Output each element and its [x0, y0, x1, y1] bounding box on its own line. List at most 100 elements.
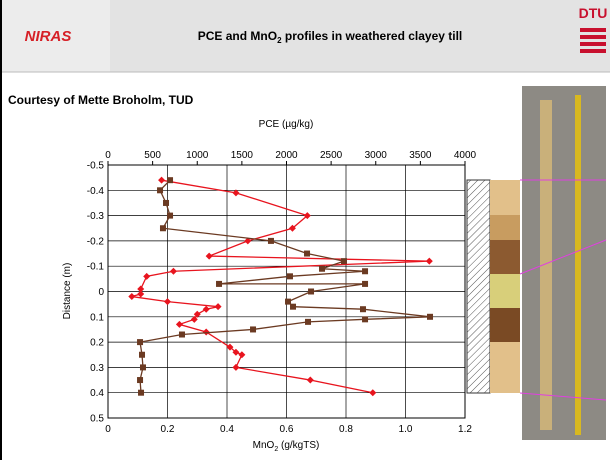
title-sub: 2	[277, 36, 282, 45]
point	[139, 364, 146, 371]
point	[190, 315, 198, 323]
point	[290, 303, 297, 310]
point	[138, 389, 145, 396]
point	[143, 272, 151, 280]
point	[137, 339, 144, 346]
x-label-part: (g/kgTS)	[278, 440, 319, 451]
title-part: PCE and MnO	[198, 29, 277, 43]
point	[216, 280, 223, 287]
point	[202, 328, 210, 336]
point	[232, 363, 240, 371]
x-tick-label: 0.4	[220, 424, 234, 435]
point	[139, 351, 146, 358]
point	[319, 265, 326, 272]
point	[137, 285, 145, 293]
x2-tick-label: 3500	[409, 150, 432, 161]
core-photo	[522, 86, 606, 440]
point	[362, 280, 369, 287]
point	[232, 348, 240, 356]
point	[305, 318, 312, 325]
point	[202, 305, 210, 313]
y-tick-label: 0.1	[90, 312, 104, 323]
y-tick-label: 0.2	[90, 338, 104, 349]
point	[362, 268, 369, 275]
point	[340, 258, 347, 265]
x-label-sub: 2	[274, 446, 278, 453]
point	[362, 316, 369, 323]
x-axis-label: MnO2 (g/kgTS)	[253, 440, 320, 453]
point	[167, 212, 174, 219]
link-line	[519, 239, 607, 275]
point	[369, 389, 377, 397]
point	[137, 377, 144, 384]
point	[238, 351, 246, 359]
point	[232, 189, 240, 197]
point	[157, 187, 164, 194]
x2-tick-label: 0	[105, 150, 111, 161]
x2-tick-label: 2500	[320, 150, 343, 161]
y-tick-label: 0.3	[90, 363, 104, 374]
point	[159, 225, 166, 232]
point	[193, 310, 201, 318]
y-tick-label: -0.1	[87, 262, 105, 273]
point	[306, 376, 314, 384]
point	[205, 252, 213, 260]
point	[163, 199, 170, 206]
core-photo-detail	[540, 100, 552, 430]
x2-tick-label: 500	[144, 150, 161, 161]
x-label-part: MnO	[253, 440, 275, 451]
x2-axis-label: PCE (µg/kg)	[259, 119, 314, 130]
point	[267, 237, 274, 244]
core-photo-detail	[575, 95, 581, 435]
point	[175, 320, 183, 328]
x2-tick-label: 1500	[231, 150, 254, 161]
point	[425, 257, 433, 265]
point	[128, 293, 136, 301]
logo-box	[0, 0, 110, 72]
point	[286, 273, 293, 280]
point	[250, 326, 257, 333]
x2-tick-label: 1000	[186, 150, 209, 161]
title-part: profiles in weathered clayey till	[282, 29, 463, 43]
x-tick-label: 1.0	[399, 424, 413, 435]
point	[308, 288, 315, 295]
point	[303, 212, 311, 220]
x-tick-label: 0	[105, 424, 111, 435]
courtesy: Courtesy of Mette Broholm, TUD	[8, 93, 194, 107]
y-tick-label: -0.2	[87, 236, 105, 247]
point	[359, 306, 366, 313]
point	[164, 298, 171, 306]
y-tick-label: -0.3	[87, 211, 105, 222]
hatch-column	[466, 179, 491, 394]
x-tick-label: 0.8	[339, 424, 353, 435]
x2-tick-label: 4000	[454, 150, 477, 161]
strata	[490, 180, 520, 393]
x-tick-label: 1.2	[458, 424, 472, 435]
point	[285, 298, 292, 305]
x2-tick-label: 3000	[365, 150, 388, 161]
y-tick-label: 0.5	[90, 414, 104, 425]
x2-tick-label: 2000	[275, 150, 298, 161]
point	[427, 313, 434, 320]
link-line	[519, 392, 607, 401]
y-tick-label: -0.5	[87, 161, 105, 172]
x-tick-label: 0.2	[161, 424, 175, 435]
point	[167, 177, 174, 184]
point	[169, 267, 177, 275]
point	[158, 176, 166, 184]
y-tick-label: 0.4	[90, 388, 104, 399]
point	[214, 303, 222, 311]
dtu-logo: DTU	[579, 5, 608, 53]
dtu-text: DTU	[579, 5, 608, 21]
slide-title: PCE and MnO2 profiles in weathered claye…	[198, 29, 463, 45]
x-tick-label: 0.6	[280, 424, 294, 435]
point	[304, 250, 311, 257]
point	[226, 343, 234, 351]
point	[137, 290, 145, 298]
point	[244, 237, 252, 245]
y-axis-label: Distance (m)	[62, 263, 73, 320]
y-tick-label: 0	[98, 287, 104, 298]
logo: NIRAS	[25, 28, 72, 45]
